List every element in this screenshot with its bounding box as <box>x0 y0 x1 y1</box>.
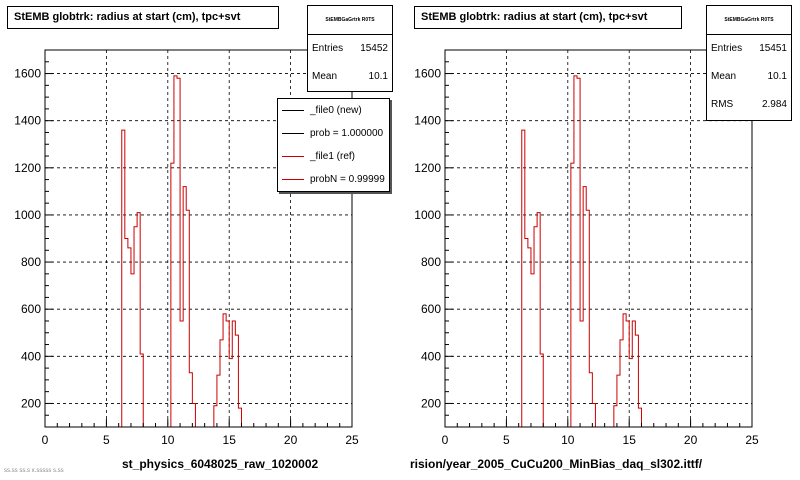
x-tick-label: 15 <box>623 433 637 447</box>
stats-name: StEMBGaGrtrk R0TS <box>308 6 392 35</box>
y-tick-label: 1200 <box>414 161 441 175</box>
stats-entries-value: 15451 <box>759 43 787 54</box>
plot-area <box>445 50 752 427</box>
x-axis-filename-right: rision/year_2005_CuCu200_MinBias_daq_sl3… <box>410 457 703 471</box>
y-tick-label: 600 <box>421 302 441 316</box>
y-tick-label: 800 <box>421 255 441 269</box>
y-tick-label: 1000 <box>14 208 41 222</box>
y-tick-label: 1000 <box>414 208 441 222</box>
legend-entry-file0: _file0 (new) <box>278 99 389 122</box>
x-tick-label: 0 <box>42 433 49 447</box>
y-tick-label: 400 <box>421 349 441 363</box>
legend-entry-prob: prob = 1.000000 <box>278 122 389 145</box>
legend-line <box>282 133 304 134</box>
stats-mean-value: 10.1 <box>767 71 787 82</box>
x-tick-label: 5 <box>503 433 510 447</box>
x-axis-filename-left: st_physics_6048025_raw_1020002 <box>122 457 319 471</box>
stats-entries-label: Entries <box>312 43 344 54</box>
stats-entries: Entries 15451 <box>707 35 791 63</box>
y-tick-label: 1200 <box>14 161 41 175</box>
x-tick-label: 20 <box>684 433 698 447</box>
legend-entry-file1: _file1 (ref) <box>278 145 389 168</box>
y-tick-label: 1600 <box>414 67 441 81</box>
stats-rms: RMS 2.984 <box>707 91 791 119</box>
legend-label: _file1 (ref) <box>310 151 356 162</box>
stats-mean-label: Mean <box>711 71 737 82</box>
legend-label: _file0 (new) <box>310 105 362 116</box>
stats-mean: Mean 10.1 <box>308 63 392 91</box>
x-tick-label: 0 <box>442 433 449 447</box>
y-tick-label: 800 <box>21 255 41 269</box>
legend-line <box>282 110 304 111</box>
corner-note: ss.ss ss.s x.sssss s.ss <box>4 468 64 474</box>
y-tick-label: 1600 <box>14 67 41 81</box>
x-tick-label: 5 <box>103 433 110 447</box>
legend-line <box>282 156 304 157</box>
x-tick-label: 15 <box>223 433 237 447</box>
y-tick-label: 1400 <box>414 114 441 128</box>
chart-title-left: StEMB globtrk: radius at start (cm), tpc… <box>7 6 279 29</box>
y-tick-label: 1400 <box>14 114 41 128</box>
stats-entries-label: Entries <box>711 43 743 54</box>
y-tick-label: 200 <box>21 396 41 410</box>
stats-mean: Mean 10.1 <box>707 63 791 91</box>
stats-rms-value: 2.984 <box>761 99 787 110</box>
chart-title-right: StEMB globtrk: radius at start (cm), tpc… <box>414 6 682 29</box>
x-tick-label: 25 <box>745 433 759 447</box>
x-tick-label: 20 <box>284 433 298 447</box>
histogram-right: 0 5 10 15 20 25 200 400 600 800 1000 1200 1400 1600 <box>414 49 759 447</box>
stats-box-right: StEMBGaGrtrk R0TS Entries 15451 Mean 10.… <box>706 5 792 121</box>
stats-mean-label: Mean <box>312 71 338 82</box>
legend-label: prob = 1.000000 <box>310 128 384 139</box>
stats-mean-value: 10.1 <box>368 71 388 82</box>
y-tick-label: 600 <box>21 302 41 316</box>
stats-box-left: StEMBGaGrtrk R0TS Entries 15452 Mean 10.… <box>307 5 393 92</box>
x-tick-label: 10 <box>561 433 575 447</box>
legend: _file0 (new) prob = 1.000000 _file1 (ref… <box>277 98 390 192</box>
stats-rms-label: RMS <box>711 99 734 110</box>
stats-entries-value: 15452 <box>360 43 388 54</box>
y-tick-label: 400 <box>21 349 41 363</box>
stats-name: StEMBGaGrtrk R0TS <box>707 6 791 35</box>
x-tick-label: 25 <box>345 433 359 447</box>
legend-line <box>282 179 304 180</box>
y-tick-label: 200 <box>421 396 441 410</box>
stats-entries: Entries 15452 <box>308 35 392 63</box>
legend-label: probN = 0.99999 <box>310 174 385 185</box>
legend-entry-probn: probN = 0.99999 <box>278 168 389 191</box>
x-tick-label: 10 <box>161 433 175 447</box>
